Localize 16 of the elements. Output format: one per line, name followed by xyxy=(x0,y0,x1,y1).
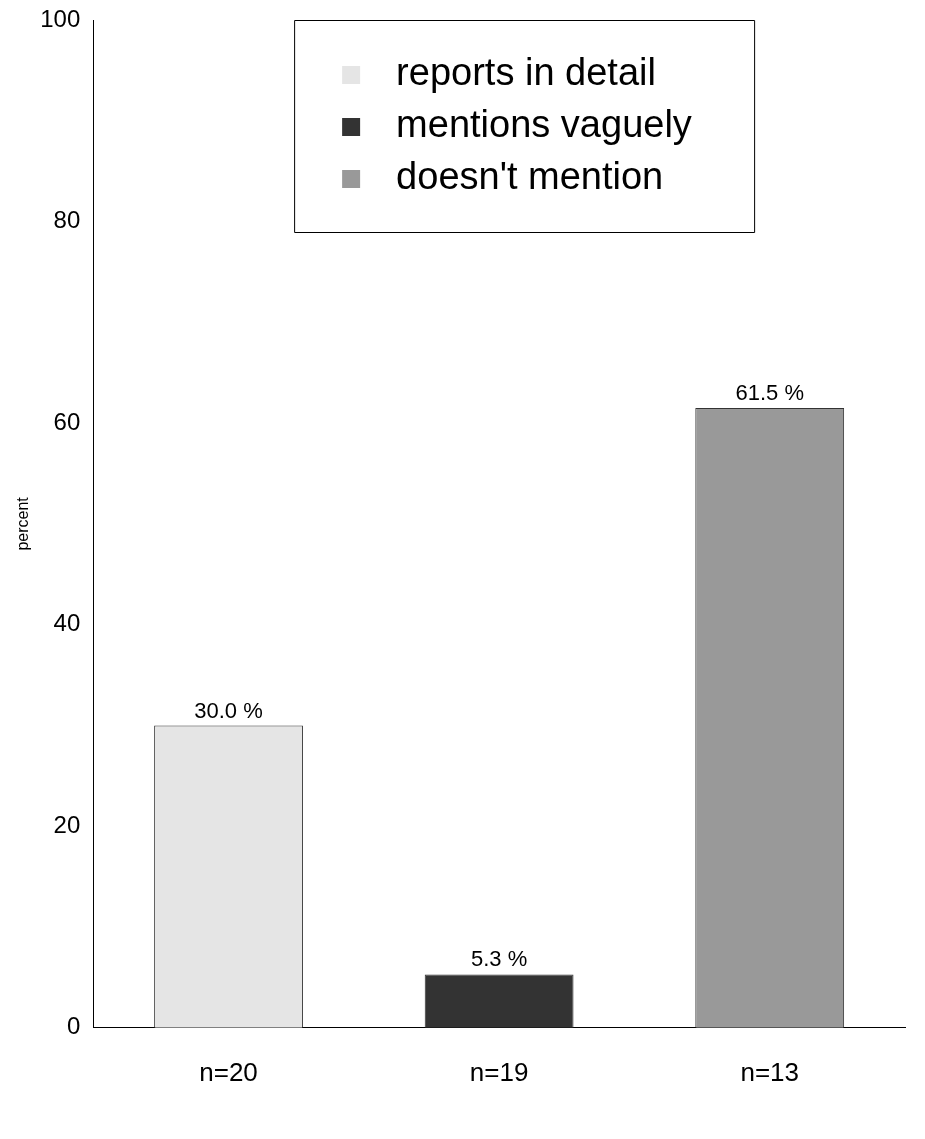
data-label: 61.5 % xyxy=(735,380,804,406)
y-tick-label: 20 xyxy=(53,810,81,838)
y-tick-label: 0 xyxy=(66,1012,81,1040)
x-tick-label: n=19 xyxy=(469,1056,529,1087)
x-tick-label: n=20 xyxy=(199,1056,258,1087)
legend-label: reports in detail xyxy=(396,51,656,94)
y-tick-label: 80 xyxy=(53,206,81,234)
legend-label: doesn't mention xyxy=(396,155,664,198)
y-axis-title: percent xyxy=(14,496,32,551)
y-tick-label: 40 xyxy=(53,609,81,637)
y-tick-label: 60 xyxy=(53,407,81,435)
x-tick-label: n=13 xyxy=(740,1056,799,1087)
y-tick-label: 100 xyxy=(40,4,81,32)
legend-label: mentions vaguely xyxy=(396,103,692,146)
data-label: 30.0 % xyxy=(194,697,263,723)
data-label: 5.3 % xyxy=(470,946,528,972)
